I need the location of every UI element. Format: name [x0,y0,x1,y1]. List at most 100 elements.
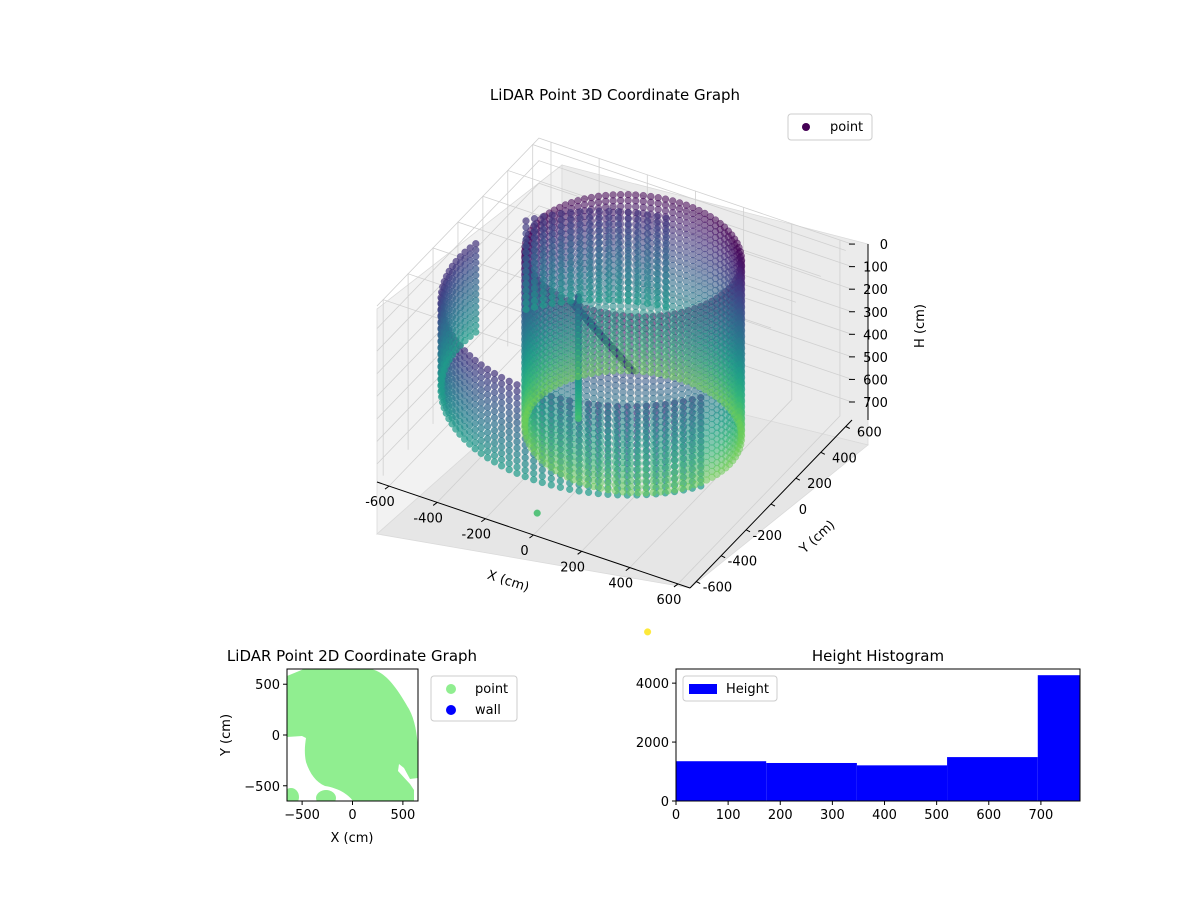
data-point [605,213,613,222]
data-point [585,207,594,215]
data-point [557,298,565,306]
data-point [472,284,480,292]
data-point [483,378,492,386]
data-point [497,443,506,451]
data-point [662,296,670,305]
data-point [539,282,547,290]
data-point [682,377,690,385]
data-point [505,459,513,468]
data-point [576,277,584,285]
data-point [530,252,539,261]
data-point [614,296,623,304]
data-point [624,234,632,242]
data-point [471,407,479,415]
data-point [576,252,584,260]
data-point [477,399,485,407]
data-point [576,233,584,241]
data-point [653,263,661,271]
x-axis-line [376,481,691,589]
data-point [477,392,485,401]
data-point [548,287,556,295]
data-point [595,264,603,272]
data-point [614,239,623,247]
data-point [477,386,485,394]
data-point [597,484,605,492]
data-point [497,430,506,439]
data-point [530,303,539,311]
point-cloud [437,190,746,636]
data-point [505,409,513,417]
histogram-x-tick-label: 0 [672,808,680,823]
data-point [448,351,457,359]
data-point [595,251,603,260]
y-tick-label: -200 [753,529,783,544]
data-point [614,264,623,273]
data-point [530,278,539,286]
plot-frame-histogram [675,668,1081,802]
data-point [662,246,670,254]
data-point [614,208,623,216]
data-point [497,462,506,470]
data-point [624,208,632,217]
legend-3d-label: point [830,120,863,135]
data-point [602,367,610,376]
data-point [634,489,642,497]
data-point [557,285,565,294]
data-point [643,236,652,244]
data-point [505,428,513,436]
data-point [513,469,521,477]
data-point [505,447,513,455]
data-point [662,265,670,273]
chart-3d-scatter: LiDAR Point 3D Coordinate Graph -600 -400… [365,86,928,636]
data-point [530,246,539,254]
data-point [662,290,670,298]
data-point [471,363,479,371]
x-tick-label: 200 [560,560,585,575]
ticks-2d: −500 0 500 −500 0 500 [244,678,415,823]
histogram-x-tick-label: 600 [976,808,1001,823]
data-point [585,289,594,298]
data-point [522,223,530,231]
data-point [477,437,485,445]
data-point [490,369,499,378]
data-point [566,265,575,274]
data-point [595,226,603,234]
x-tick-label: 400 [608,577,633,592]
x-tick-label-2d: −500 [284,808,320,823]
data-point [483,441,492,449]
data-point [471,400,479,409]
data-point [684,483,693,491]
grid-line-x [677,239,841,585]
data-point [594,368,603,376]
data-point [567,374,576,383]
data-point [585,277,594,285]
data-point [590,482,598,491]
data-point [483,435,492,443]
data-point [566,259,575,267]
data-point [595,239,603,247]
x-tick-label: 600 [657,593,682,608]
data-point [595,276,603,285]
data-point [472,271,480,279]
data-point [605,264,613,272]
data-point [538,466,546,474]
data-point [653,269,661,278]
data-point [656,488,665,496]
data-point [505,421,513,430]
legend-histogram-label: Height [726,682,769,697]
data-point [585,220,594,228]
data-point [649,488,657,497]
data-point [585,270,594,279]
data-point [595,295,603,304]
data-point [477,411,485,420]
data-point [548,299,556,308]
data-point [547,475,555,483]
data-point [471,356,479,365]
data-point [461,337,469,345]
y-tick-label: -400 [728,555,758,570]
data-point [689,380,697,388]
data-point [639,367,647,376]
x-tick-mark [481,518,486,523]
data-point [471,426,479,434]
data-point [522,236,530,244]
